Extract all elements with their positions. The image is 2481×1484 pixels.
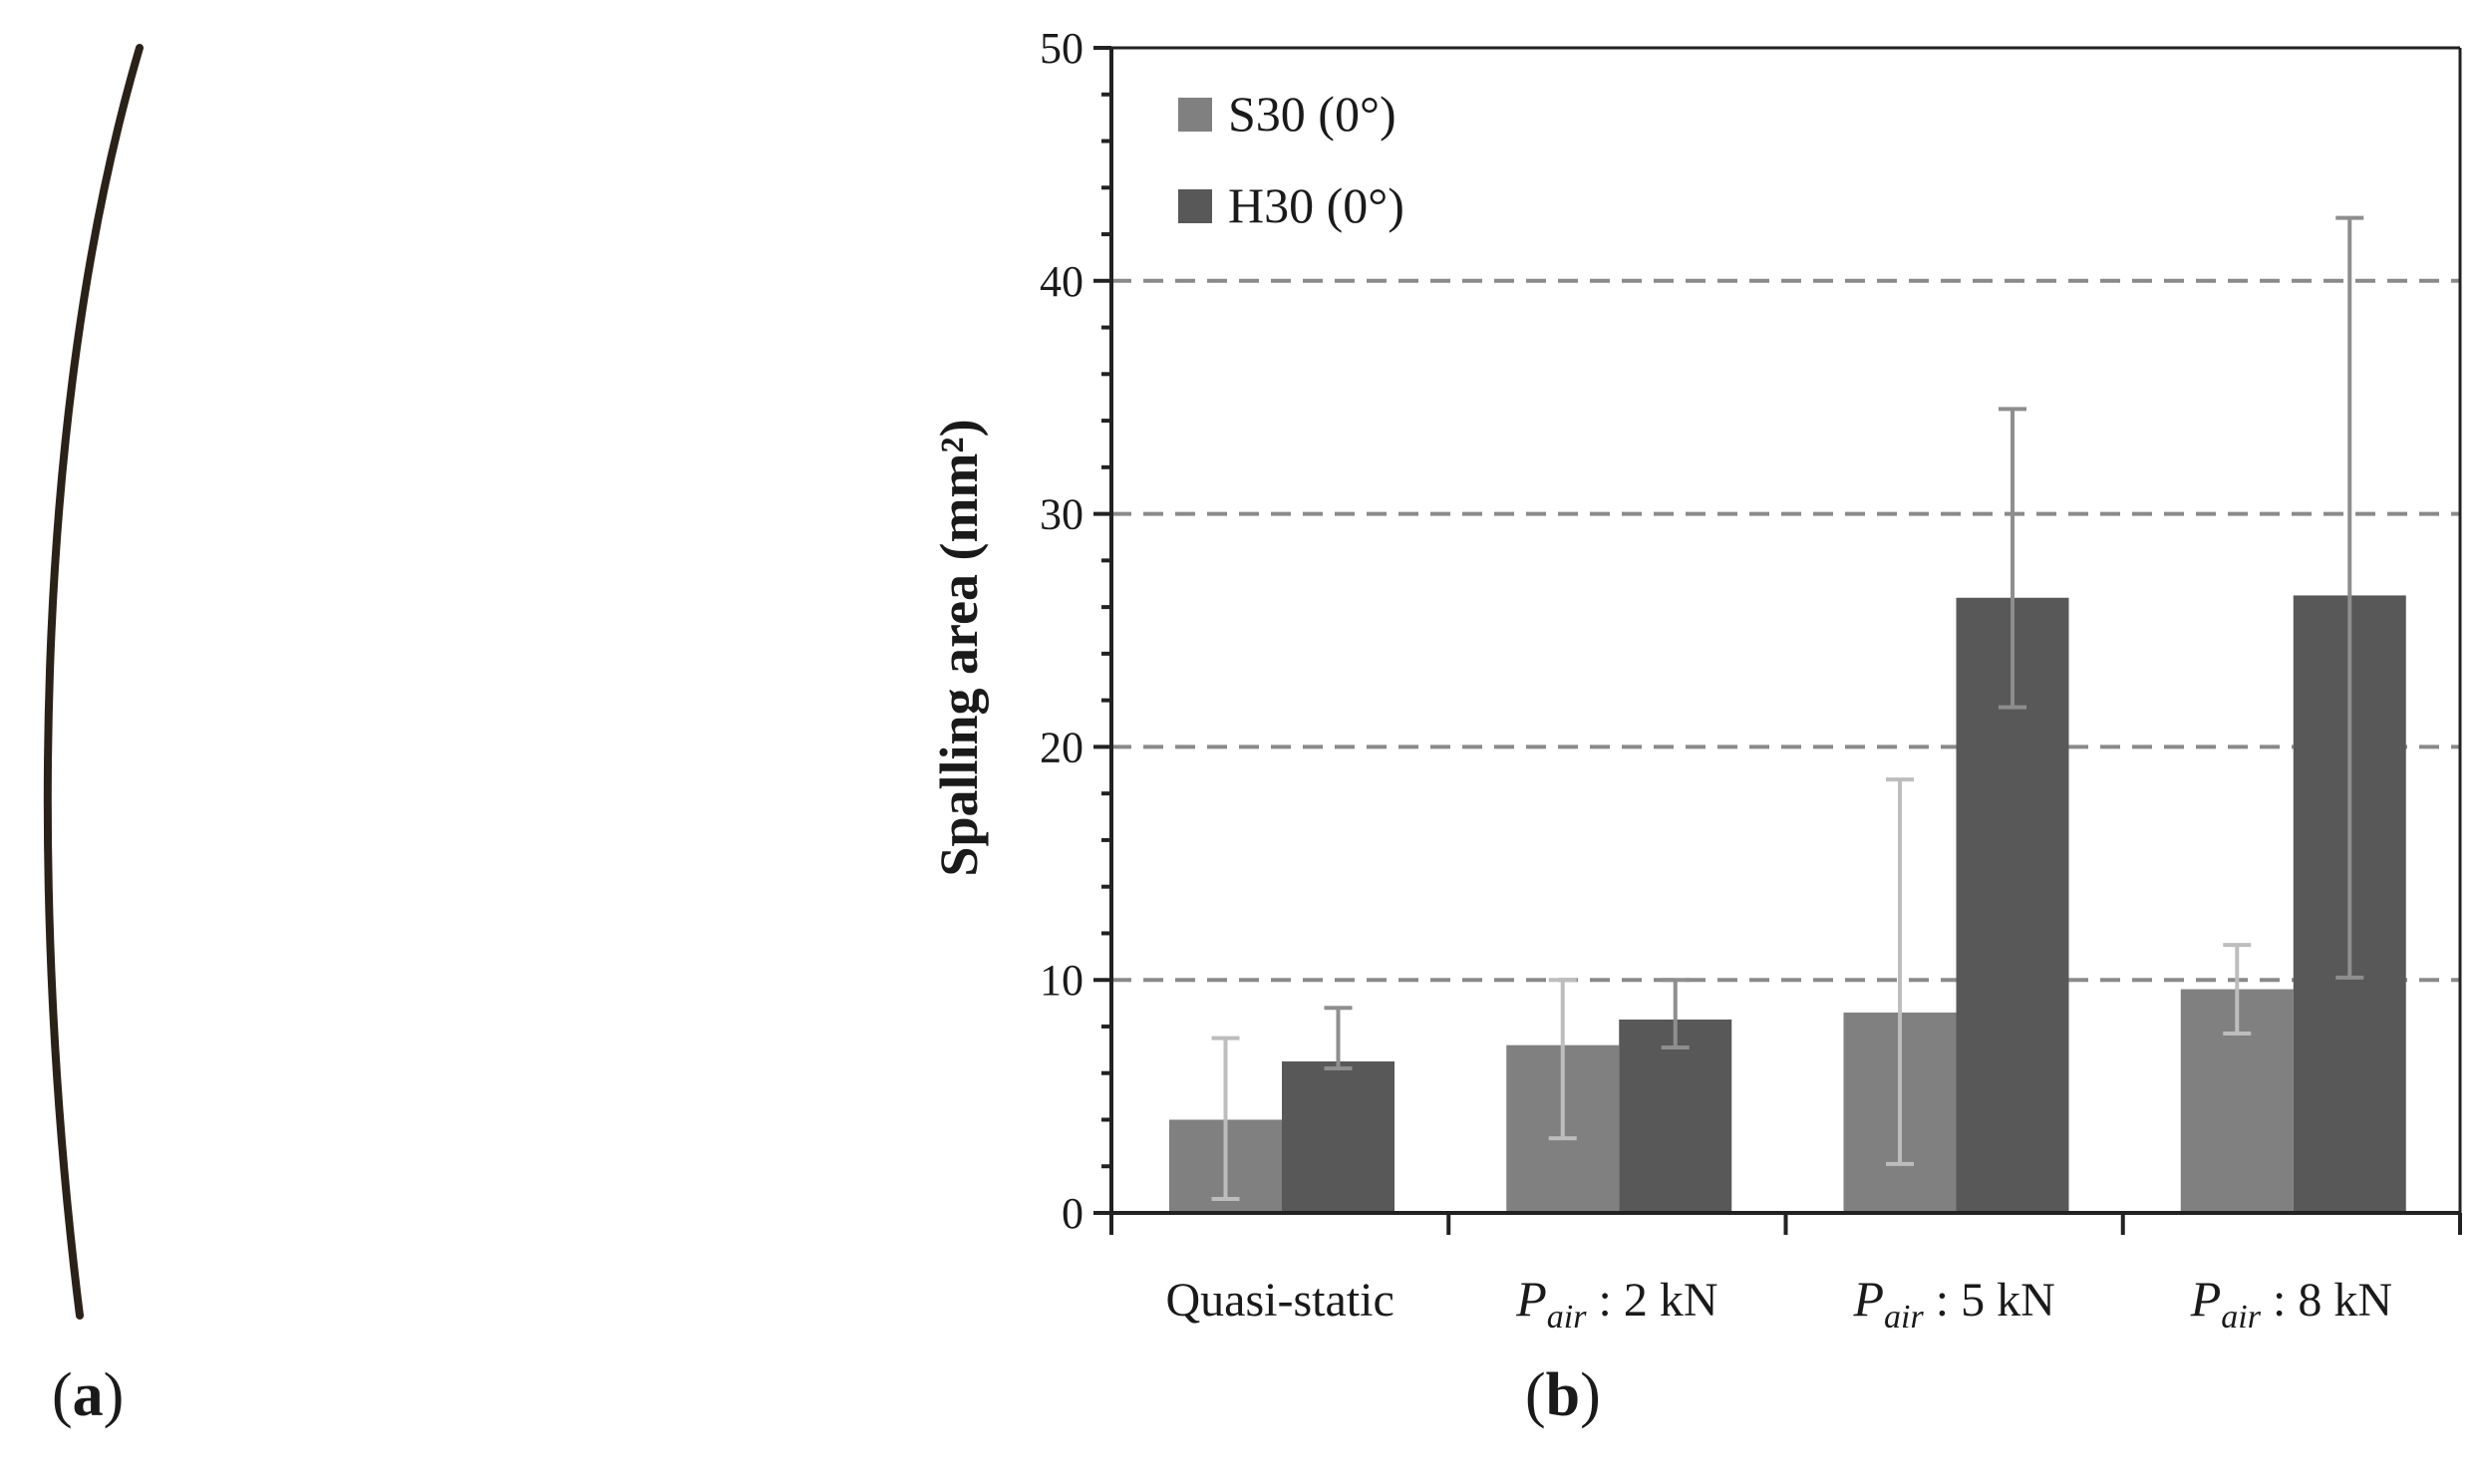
x-category-label: Pair : 8 kN	[2190, 1271, 2392, 1336]
y-tick-label: 40	[1040, 257, 1084, 306]
legend-label: S30 (0°)	[1228, 86, 1396, 142]
x-category-label: Quasi-static	[1165, 1274, 1394, 1327]
legend: S30 (0°) H30 (0°)	[1178, 86, 1404, 233]
legend-label: H30 (0°)	[1228, 177, 1404, 233]
specimen-curve	[43, 44, 144, 1320]
y-axis-title: Spalling area (mm²)	[929, 419, 989, 876]
gridlines	[1111, 278, 2460, 983]
bars	[1169, 595, 2406, 1213]
x-category-label: Pair : 5 kN	[1853, 1271, 2055, 1336]
y-tick-label: 10	[1040, 956, 1084, 1005]
axes	[1093, 46, 2462, 1235]
error-bars	[1211, 215, 2364, 1201]
y-tick-label: 30	[1040, 490, 1084, 539]
panel-a-label: (a)	[52, 1361, 124, 1429]
legend-swatch	[1178, 98, 1212, 132]
y-tick-label: 0	[1062, 1189, 1084, 1238]
x-category-labels: Quasi-static Pair : 2 kN Pair : 5 kN Pair :…	[1165, 1271, 2392, 1336]
bar-h30	[1282, 1061, 1395, 1213]
x-category-label: Pair : 2 kN	[1515, 1271, 1717, 1336]
y-tick-label: 50	[1040, 24, 1084, 73]
y-tick-labels: 0 10 20 30 40 50	[1040, 24, 1084, 1238]
legend-swatch	[1178, 189, 1212, 223]
panel-b-label: (b)	[1525, 1361, 1601, 1429]
bar-h30	[1619, 1019, 1732, 1213]
y-tick-label: 20	[1040, 723, 1084, 771]
